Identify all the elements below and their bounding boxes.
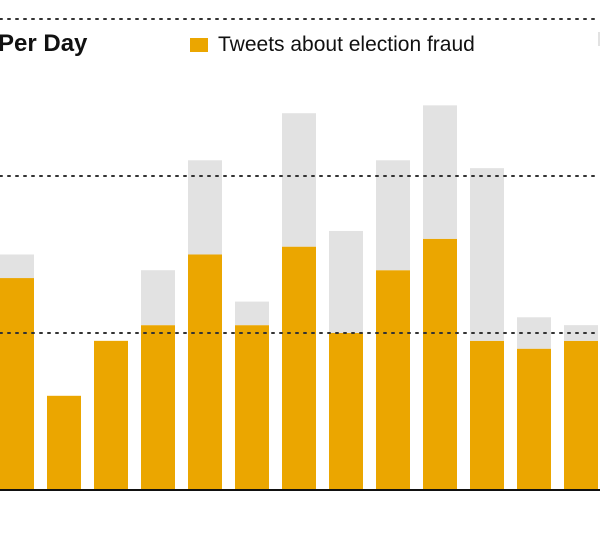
bar-fraud-4 — [188, 254, 222, 490]
bar-other-5 — [235, 301, 269, 326]
bar-fraud-10 — [470, 340, 504, 490]
bar-other-8 — [376, 160, 410, 271]
bar-other-7 — [329, 230, 363, 333]
bar-other-12 — [564, 325, 598, 341]
bar-fraud-1 — [47, 395, 81, 490]
bar-fraud-0 — [0, 278, 34, 490]
legend-label-fraud: Tweets about election fraud — [218, 33, 475, 56]
legend-swatch-other — [598, 32, 600, 46]
bar-fraud-3 — [141, 325, 175, 490]
bar-other-6 — [282, 113, 316, 247]
bar-fraud-2 — [94, 340, 128, 490]
bar-fraud-9 — [423, 238, 457, 490]
bar-other-3 — [141, 270, 175, 326]
bar-other-9 — [423, 105, 457, 239]
legend-item-fraud: Tweets about election fraud — [190, 32, 475, 58]
bar-fraud-7 — [329, 333, 363, 490]
chart-title: Per Day — [0, 30, 88, 57]
bar-other-0 — [0, 254, 34, 279]
bar-other-10 — [470, 168, 504, 341]
legend-item-other — [598, 32, 600, 46]
legend-swatch-fraud — [190, 38, 208, 52]
bar-fraud-12 — [564, 340, 598, 490]
bar-fraud-8 — [376, 270, 410, 490]
bar-other-4 — [188, 160, 222, 255]
bar-fraud-5 — [235, 325, 269, 490]
bar-fraud-6 — [282, 246, 316, 490]
bar-fraud-11 — [517, 348, 551, 490]
